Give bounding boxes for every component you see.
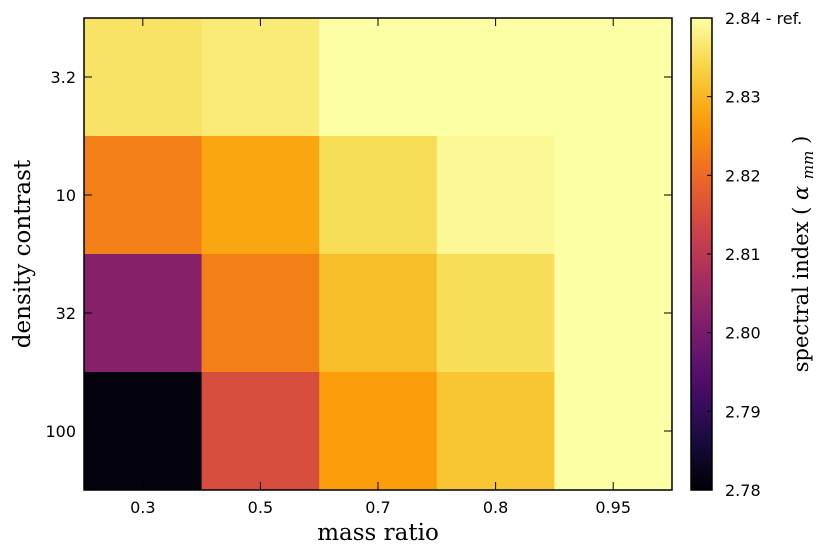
heatmap-cell: [319, 372, 438, 491]
heatmap-cell: [436, 136, 555, 255]
colorbar-label-subscript: mm: [799, 151, 817, 179]
colorbar-label: spectral index ( α mm ): [789, 136, 818, 373]
x-tick-label: 0.8: [483, 498, 508, 517]
colorbar-tick-label: 2.79: [725, 402, 761, 421]
heatmap-cell: [319, 254, 438, 373]
colorbar-ticks: 2.78 2.79 2.80 2.81 2.82 2.83 2.84 - ref.: [707, 9, 802, 500]
heatmap-cell: [201, 18, 320, 137]
heatmap-cell: [436, 372, 555, 491]
x-axis-label: mass ratio: [317, 520, 439, 546]
colorbar-tick-label: 2.81: [725, 245, 761, 264]
colorbar-label-text: spectral index: [789, 221, 813, 372]
heatmap-cell: [554, 254, 673, 373]
heatmap-cell: [84, 254, 203, 373]
heatmap-cell: [84, 372, 203, 491]
y-tick-label: 3.2: [51, 68, 76, 87]
heatmap-cell: [554, 18, 673, 137]
heatmap-cell: [319, 18, 438, 137]
heatmap-cell: [436, 18, 555, 137]
x-axis-ticks: 0.3 0.5 0.7 0.8 0.95: [130, 18, 631, 517]
heatmap-cell: [201, 372, 320, 491]
heatmap-cells: [84, 18, 673, 491]
y-tick-label: 10: [56, 186, 76, 205]
heatmap-cell: [201, 254, 320, 373]
heatmap-cell: [554, 372, 673, 491]
heatmap-cell: [84, 18, 203, 137]
colorbar-tick-label: 2.84 - ref.: [725, 9, 802, 28]
colorbar-label-open-paren: (: [789, 207, 813, 215]
colorbar-tick-label: 2.80: [725, 324, 761, 343]
colorbar-tick-label: 2.82: [725, 166, 761, 185]
y-tick-label: 100: [45, 422, 76, 441]
y-axis-label: density contrast: [10, 159, 36, 348]
colorbar-label-symbol: α: [789, 186, 813, 200]
heatmap-cell: [201, 136, 320, 255]
colorbar-tick-label: 2.78: [725, 481, 761, 500]
y-tick-label: 32: [56, 304, 76, 323]
heatmap-cell: [554, 136, 673, 255]
x-tick-label: 0.3: [130, 498, 155, 517]
x-tick-label: 0.95: [595, 498, 631, 517]
colorbar-tick-label: 2.83: [725, 88, 761, 107]
colorbar-label-close-paren: ): [789, 136, 813, 144]
x-tick-label: 0.7: [365, 498, 390, 517]
heatmap-cell: [436, 254, 555, 373]
heatmap-cell: [84, 136, 203, 255]
y-axis-ticks: 3.2 10 32 100: [45, 68, 672, 441]
x-tick-label: 0.5: [248, 498, 273, 517]
heatmap-cell: [319, 136, 438, 255]
